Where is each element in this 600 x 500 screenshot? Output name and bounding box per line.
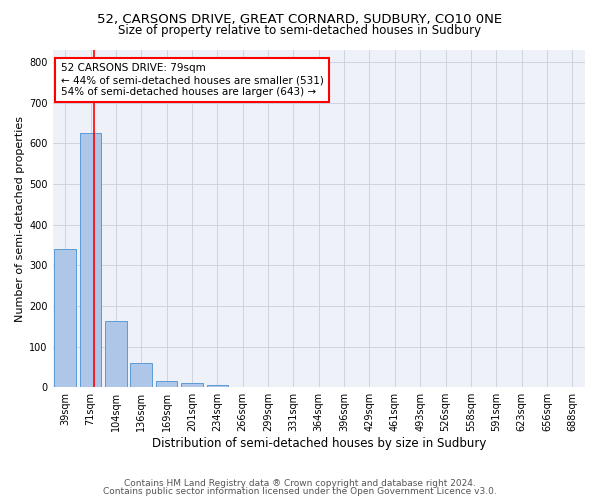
Bar: [156, 380, 178, 387]
Y-axis label: Number of semi-detached properties: Number of semi-detached properties: [15, 116, 25, 322]
Bar: [105, 321, 127, 387]
Text: Contains public sector information licensed under the Open Government Licence v3: Contains public sector information licen…: [103, 487, 497, 496]
Text: 52 CARSONS DRIVE: 79sqm
← 44% of semi-detached houses are smaller (531)
54% of s: 52 CARSONS DRIVE: 79sqm ← 44% of semi-de…: [61, 64, 323, 96]
Bar: [181, 382, 203, 387]
Bar: [80, 134, 101, 387]
X-axis label: Distribution of semi-detached houses by size in Sudbury: Distribution of semi-detached houses by …: [152, 437, 486, 450]
Text: Size of property relative to semi-detached houses in Sudbury: Size of property relative to semi-detach…: [118, 24, 482, 37]
Text: Contains HM Land Registry data ® Crown copyright and database right 2024.: Contains HM Land Registry data ® Crown c…: [124, 478, 476, 488]
Bar: [55, 249, 76, 387]
Text: 52, CARSONS DRIVE, GREAT CORNARD, SUDBURY, CO10 0NE: 52, CARSONS DRIVE, GREAT CORNARD, SUDBUR…: [97, 12, 503, 26]
Bar: [206, 385, 228, 387]
Bar: [130, 363, 152, 387]
